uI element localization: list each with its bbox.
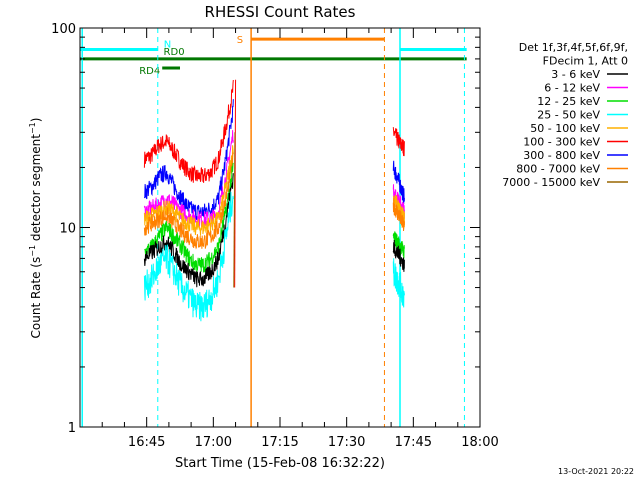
series-line xyxy=(143,173,234,288)
legend-label: 12 - 25 keV xyxy=(537,95,600,108)
legend: Det 1f,3f,4f,5f,6f,9f,FDecim 1, Att 03 -… xyxy=(502,41,628,189)
legend-label: 800 - 7000 keV xyxy=(516,163,600,176)
flare-spike-line xyxy=(234,79,237,288)
state-bar-label: S xyxy=(237,35,243,46)
plot-frame xyxy=(79,27,481,428)
y-tick-label: 1 xyxy=(68,421,76,436)
series-line xyxy=(143,191,234,322)
chart-title: RHESSI Count Rates xyxy=(205,3,356,21)
legend-header: FDecim 1, Att 0 xyxy=(543,55,628,68)
series-line xyxy=(392,127,405,157)
state-bar-label: N xyxy=(164,40,171,51)
legend-label: 50 - 100 keV xyxy=(530,122,600,135)
x-tick-label: 17:15 xyxy=(261,435,298,450)
y-tick-label: 10 xyxy=(59,222,76,237)
series-line xyxy=(392,160,405,205)
series-line xyxy=(392,239,405,272)
state-bar-label: RD4 xyxy=(139,66,160,77)
x-axis-label: Start Time (15-Feb-08 16:32:22) xyxy=(175,456,385,471)
legend-header: Det 1f,3f,4f,5f,6f,9f, xyxy=(519,41,628,54)
series-line xyxy=(143,145,234,236)
legend-label: 100 - 300 keV xyxy=(523,136,600,149)
legend-label: 25 - 50 keV xyxy=(537,109,600,122)
legend-label: 300 - 800 keV xyxy=(523,149,600,162)
series-line xyxy=(392,198,405,232)
legend-label: 6 - 12 keV xyxy=(544,82,600,95)
series-line xyxy=(143,79,234,183)
legend-label: 7000 - 15000 keV xyxy=(502,176,600,189)
x-tick-label: 17:45 xyxy=(395,435,432,450)
series-line xyxy=(392,258,405,308)
y-tick-label: 100 xyxy=(51,22,76,37)
x-tick-label: 16:45 xyxy=(128,435,165,450)
state-bar-label: RD0 xyxy=(164,47,185,58)
series-line xyxy=(144,162,234,273)
flare-spike-line xyxy=(233,132,236,288)
y-axis-label: Count Rate (s−1 detector segment−1) xyxy=(28,118,43,339)
x-tick-label: 17:00 xyxy=(195,435,232,450)
x-tick-label: 17:30 xyxy=(328,435,365,450)
timestamp: 13-Oct-2021 20:22 xyxy=(558,467,634,476)
x-tick-label: 18:00 xyxy=(461,435,498,450)
series-line xyxy=(143,152,234,250)
series-line xyxy=(143,99,234,221)
legend-label: 3 - 6 keV xyxy=(551,68,600,81)
